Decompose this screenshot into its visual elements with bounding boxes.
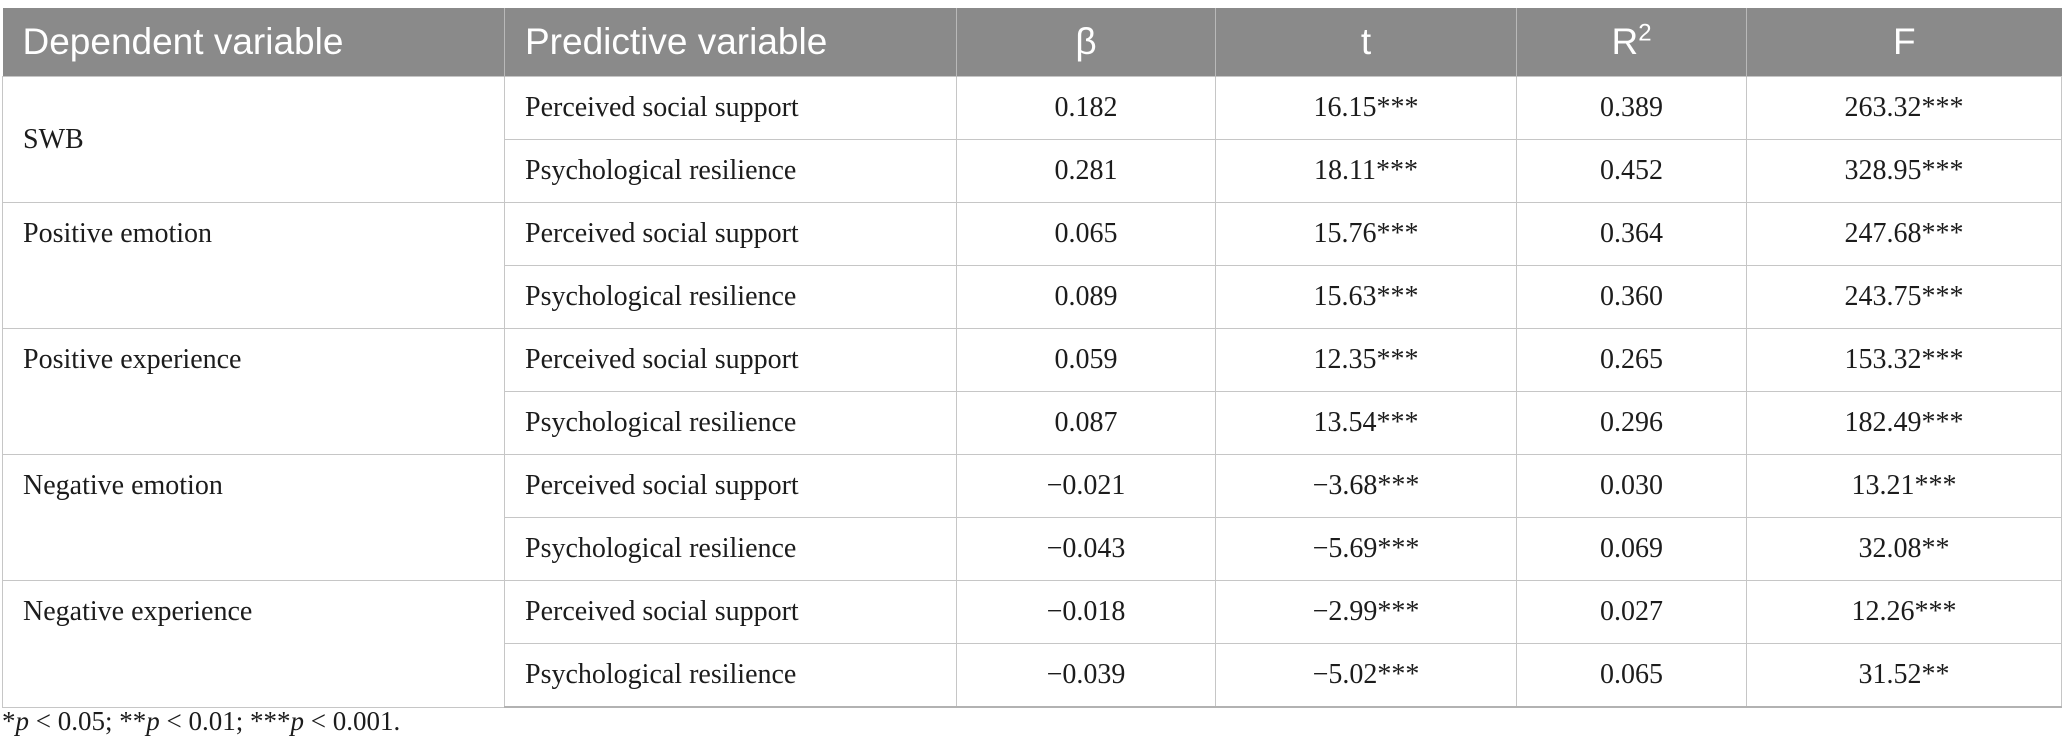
header-t: t bbox=[1215, 8, 1517, 77]
r2-cell: 0.296 bbox=[1516, 391, 1747, 455]
r2-cell: 0.265 bbox=[1516, 328, 1747, 392]
t-cell: 16.15*** bbox=[1215, 76, 1517, 140]
r2-cell: 0.364 bbox=[1516, 202, 1747, 266]
f-cell: 328.95*** bbox=[1746, 139, 2062, 203]
table-row: Psychological resilience −0.043 −5.69***… bbox=[3, 517, 2062, 581]
table-row: Psychological resilience 0.281 18.11*** … bbox=[3, 139, 2062, 203]
predictive-variable-cell: Psychological resilience bbox=[504, 643, 957, 708]
f-cell: 31.52** bbox=[1746, 643, 2062, 708]
predictive-variable-cell: Psychological resilience bbox=[504, 391, 957, 455]
beta-cell: −0.043 bbox=[956, 517, 1216, 581]
header-row: Dependent variable Predictive variable β… bbox=[2, 8, 2062, 77]
f-cell: 153.32*** bbox=[1746, 328, 2062, 392]
t-cell: 18.11*** bbox=[1215, 139, 1517, 203]
beta-cell: 0.065 bbox=[956, 202, 1216, 266]
r2-cell: 0.389 bbox=[1516, 76, 1747, 140]
header-predictive-variable: Predictive variable bbox=[504, 8, 957, 77]
predictive-variable-cell: Perceived social support bbox=[504, 76, 957, 140]
r2-cell: 0.069 bbox=[1516, 517, 1747, 581]
header-r-squared: R2 bbox=[1516, 8, 1747, 77]
results-table: Dependent variable Predictive variable β… bbox=[2, 8, 2062, 708]
r2-cell: 0.030 bbox=[1516, 454, 1747, 518]
significance-footnote: *p < 0.05; **p < 0.01; ***p < 0.001. bbox=[2, 706, 401, 736]
f-cell: 182.49*** bbox=[1746, 391, 2062, 455]
t-cell: −5.02*** bbox=[1215, 643, 1517, 708]
r2-cell: 0.065 bbox=[1516, 643, 1747, 708]
header-r-squared-exponent: 2 bbox=[1638, 19, 1652, 47]
dependent-variable-cell: SWB bbox=[2, 76, 505, 203]
table-row: Positive experience Perceived social sup… bbox=[2, 328, 2062, 455]
beta-cell: −0.039 bbox=[956, 643, 1216, 708]
beta-cell: 0.182 bbox=[956, 76, 1216, 140]
t-cell: 15.76*** bbox=[1215, 202, 1517, 266]
dependent-variable-cell: Negative experience bbox=[2, 580, 505, 708]
beta-cell: 0.059 bbox=[956, 328, 1216, 392]
predictive-variable-cell: Psychological resilience bbox=[504, 517, 957, 581]
f-cell: 32.08** bbox=[1746, 517, 2062, 581]
beta-cell: 0.089 bbox=[956, 265, 1216, 329]
table-row: SWB Perceived social support 0.182 16.15… bbox=[2, 76, 2062, 203]
r2-cell: 0.027 bbox=[1516, 580, 1747, 644]
t-cell: 13.54*** bbox=[1215, 391, 1517, 455]
header-dependent-variable: Dependent variable bbox=[2, 8, 505, 77]
r2-cell: 0.452 bbox=[1516, 139, 1747, 203]
header-f: F bbox=[1746, 8, 2062, 77]
table-row: Psychological resilience −0.039 −5.02***… bbox=[3, 643, 2062, 708]
predictive-variable-cell: Perceived social support bbox=[504, 454, 957, 518]
predictive-variable-cell: Perceived social support bbox=[504, 328, 957, 392]
t-cell: −3.68*** bbox=[1215, 454, 1517, 518]
t-cell: 12.35*** bbox=[1215, 328, 1517, 392]
table-row: Psychological resilience 0.089 15.63*** … bbox=[3, 265, 2062, 329]
header-r-squared-base: R bbox=[1611, 21, 1639, 62]
predictive-variable-cell: Perceived social support bbox=[504, 580, 957, 644]
f-cell: 12.26*** bbox=[1746, 580, 2062, 644]
beta-cell: 0.281 bbox=[956, 139, 1216, 203]
dependent-variable-cell: Negative emotion bbox=[2, 454, 505, 581]
f-cell: 247.68*** bbox=[1746, 202, 2062, 266]
predictive-variable-cell: Perceived social support bbox=[504, 202, 957, 266]
beta-cell: −0.018 bbox=[956, 580, 1216, 644]
f-cell: 13.21*** bbox=[1746, 454, 2062, 518]
f-cell: 263.32*** bbox=[1746, 76, 2062, 140]
beta-cell: −0.021 bbox=[956, 454, 1216, 518]
beta-cell: 0.087 bbox=[956, 391, 1216, 455]
t-cell: −5.69*** bbox=[1215, 517, 1517, 581]
t-cell: 15.63*** bbox=[1215, 265, 1517, 329]
predictive-variable-cell: Psychological resilience bbox=[504, 139, 957, 203]
predictive-variable-cell: Psychological resilience bbox=[504, 265, 957, 329]
dependent-variable-cell: Positive emotion bbox=[2, 202, 505, 329]
f-cell: 243.75*** bbox=[1746, 265, 2062, 329]
t-cell: −2.99*** bbox=[1215, 580, 1517, 644]
table-row: Positive emotion Perceived social suppor… bbox=[2, 202, 2062, 329]
table-row: Negative emotion Perceived social suppor… bbox=[2, 454, 2062, 581]
dependent-variable-cell: Positive experience bbox=[2, 328, 505, 455]
header-beta: β bbox=[956, 8, 1216, 77]
r2-cell: 0.360 bbox=[1516, 265, 1747, 329]
table-row: Negative experience Perceived social sup… bbox=[2, 580, 2062, 708]
